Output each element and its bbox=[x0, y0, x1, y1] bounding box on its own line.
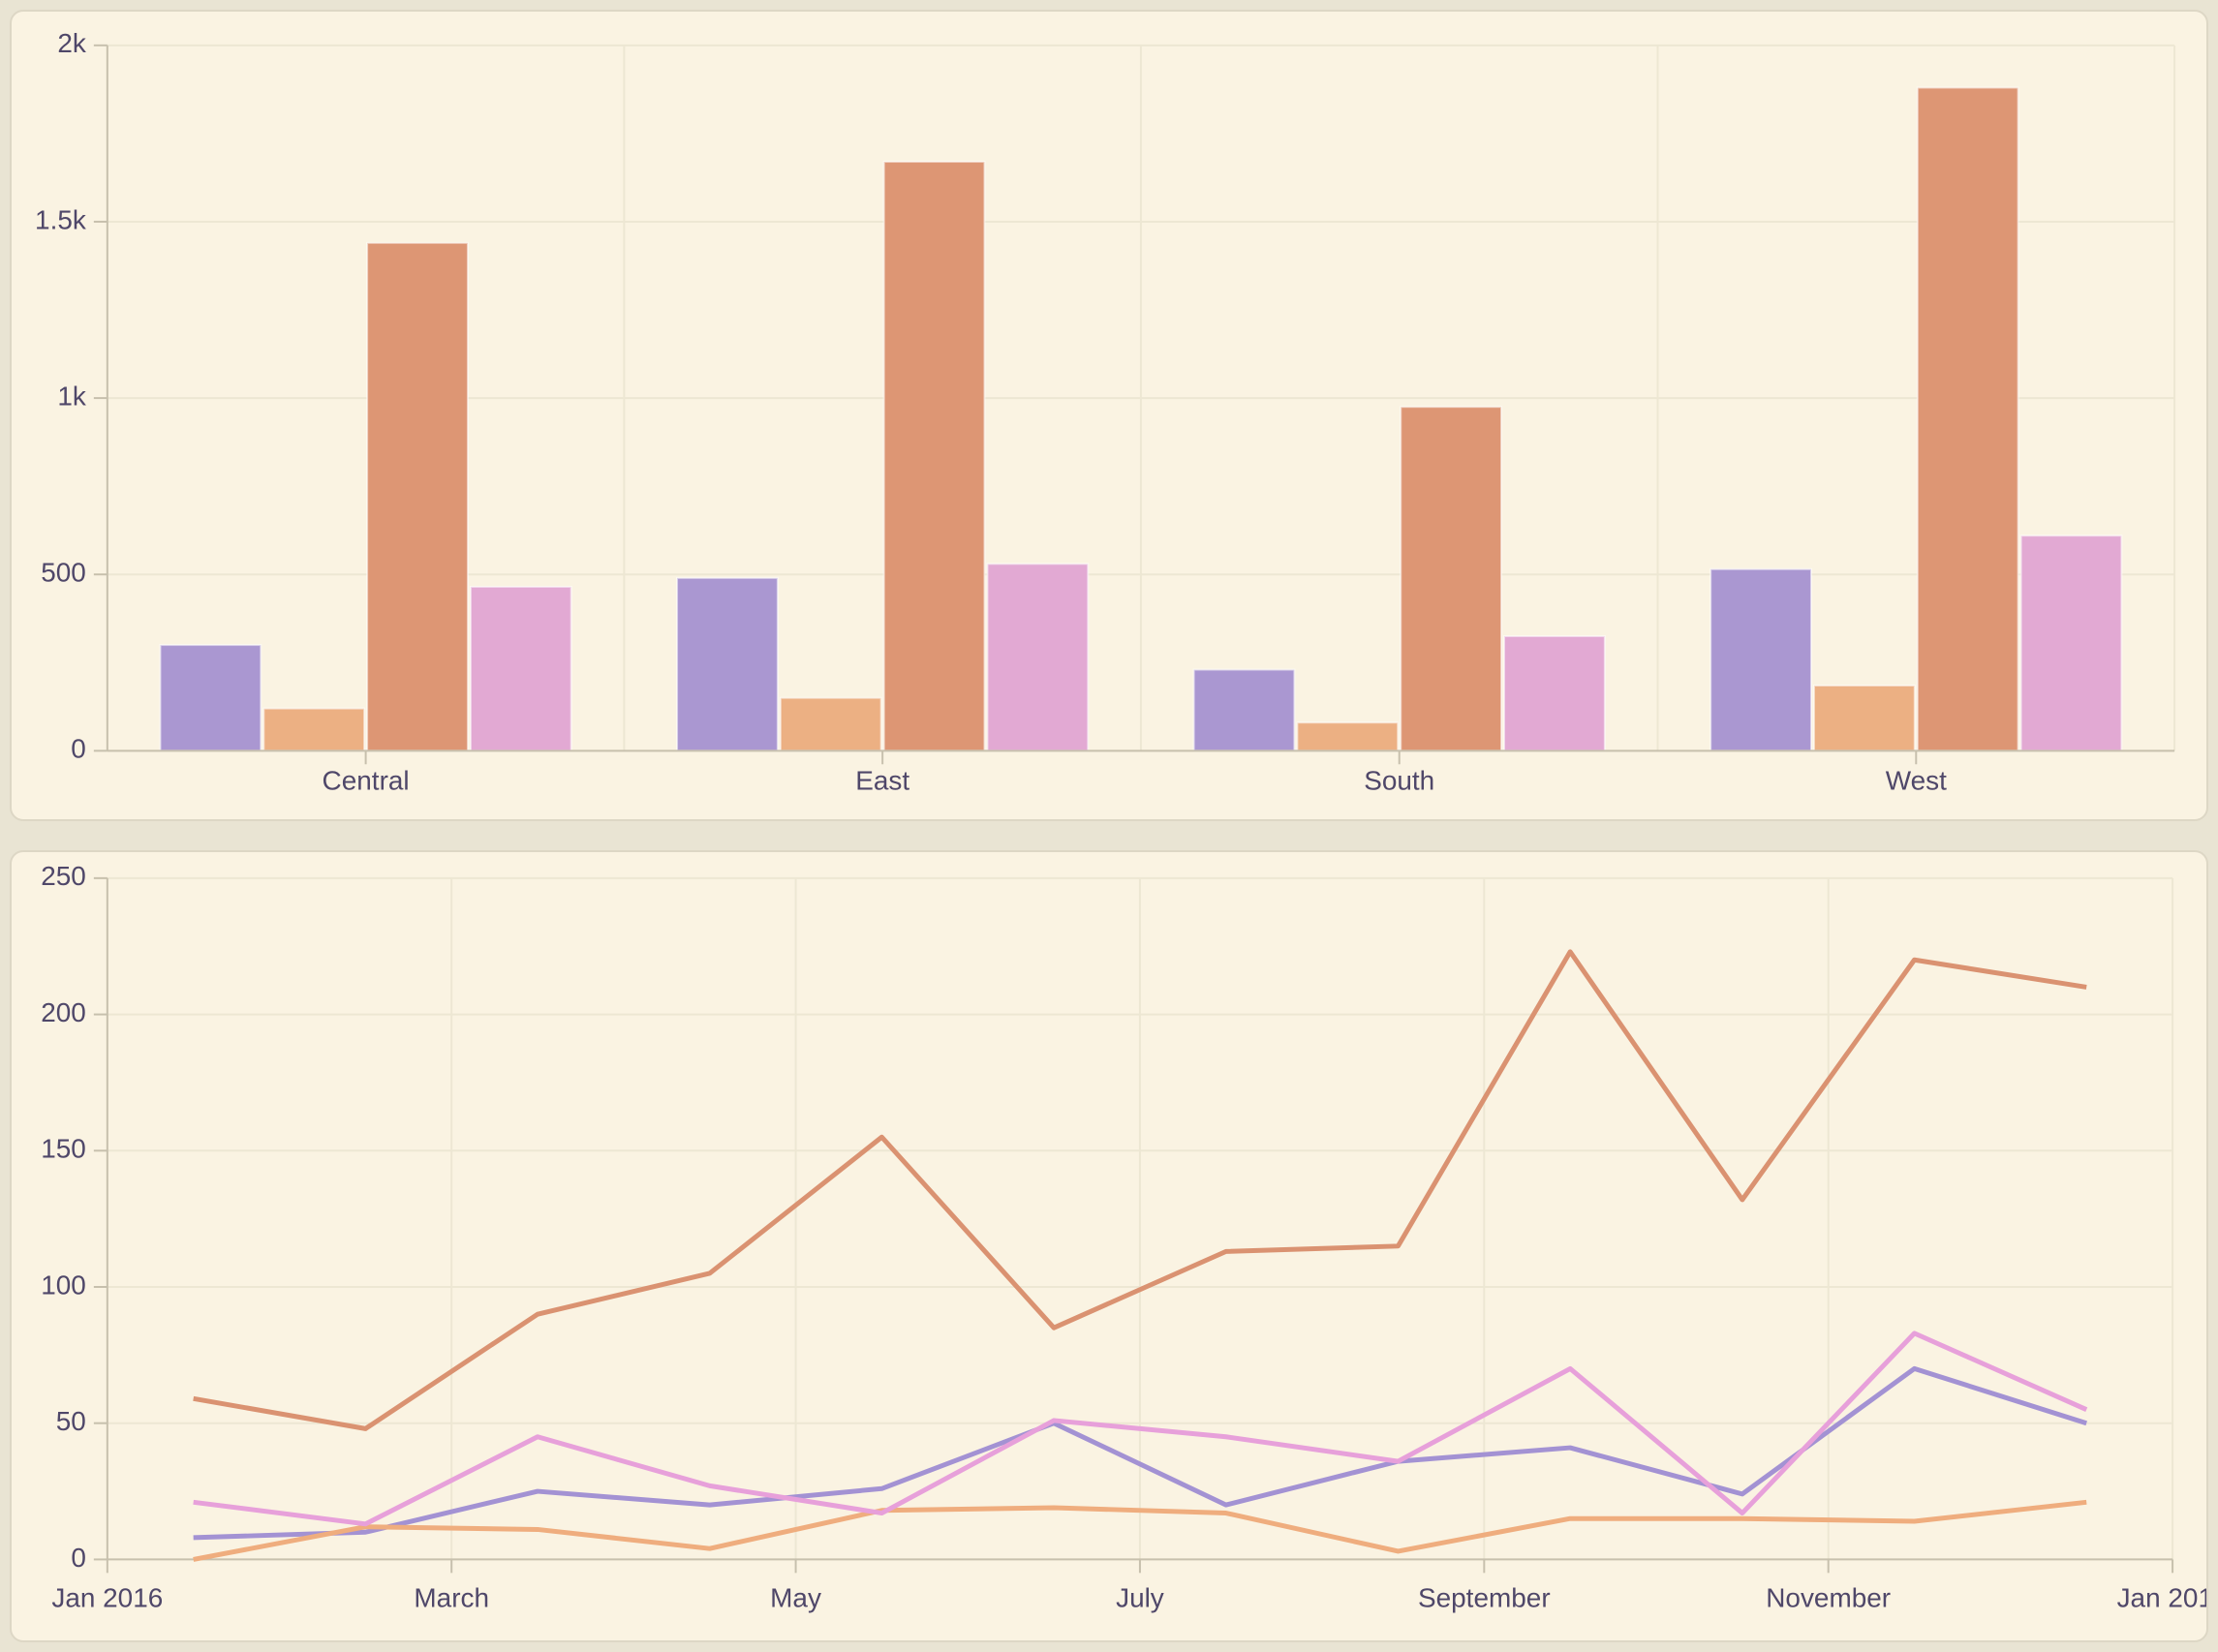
bar-central-purple bbox=[159, 644, 262, 752]
line-y-tick-label: 250 bbox=[41, 861, 86, 891]
line-x-tick-label: May bbox=[770, 1583, 821, 1613]
bar-category-label: West bbox=[1886, 766, 1947, 796]
monthly-line-chart: 0 50 100 150 200 250 Jan 2016 March May July Septe… bbox=[41, 861, 2206, 1613]
bar-chart-panel: 0 500 1k 1.5k 2k Central East South West bbox=[10, 10, 2208, 821]
bar-y-tick-label: 0 bbox=[71, 734, 86, 764]
bar-east-salmon bbox=[882, 161, 986, 752]
bar-category-label: Central bbox=[323, 766, 410, 796]
line-x-tick-label: November bbox=[1766, 1583, 1891, 1613]
bar-category-label: South bbox=[1364, 766, 1434, 796]
bar-west-salmon bbox=[1916, 86, 2019, 752]
bar-east-light-orange bbox=[779, 696, 882, 752]
bar-south-purple bbox=[1192, 668, 1296, 752]
line-x-tick-label: September bbox=[1418, 1583, 1551, 1613]
bar-east-pink bbox=[986, 563, 1090, 752]
bar-west-pink bbox=[2019, 535, 2123, 752]
line-series-salmon bbox=[193, 949, 2087, 1431]
bar-category-label: East bbox=[855, 766, 909, 796]
bar-east-purple bbox=[676, 576, 779, 752]
line-chart-panel: 0 50 100 150 200 250 Jan 2016 March May July Septe… bbox=[10, 850, 2208, 1642]
line-y-tick-label: 50 bbox=[56, 1406, 86, 1436]
line-x-tick-label: March bbox=[414, 1583, 489, 1613]
line-series-purple bbox=[193, 1365, 2087, 1541]
bar-central-salmon bbox=[366, 241, 469, 752]
line-y-tick-label: 0 bbox=[71, 1543, 86, 1573]
line-y-tick-label: 150 bbox=[41, 1134, 86, 1164]
bar-south-light-orange bbox=[1296, 721, 1400, 752]
bar-y-tick-label: 1.5k bbox=[35, 204, 86, 234]
line-series-light-orange bbox=[193, 1499, 2087, 1562]
line-series-pink bbox=[193, 1331, 2088, 1527]
bar-west-light-orange bbox=[1812, 684, 1916, 752]
line-y-tick-label: 100 bbox=[41, 1270, 86, 1300]
bar-y-tick-label: 2k bbox=[57, 28, 86, 58]
bar-central-light-orange bbox=[262, 707, 366, 752]
bar-west-purple bbox=[1710, 567, 1812, 752]
bar-y-tick-label: 500 bbox=[41, 558, 86, 588]
bar-y-tick-label: 1k bbox=[57, 381, 86, 411]
bar-south-salmon bbox=[1400, 406, 1503, 752]
line-y-tick-label: 200 bbox=[41, 997, 86, 1027]
grouped-bar-chart: 0 500 1k 1.5k 2k Central East South West bbox=[35, 28, 2176, 796]
line-x-tick-label: Jan 2017 bbox=[2117, 1583, 2206, 1613]
line-x-tick-label: July bbox=[1116, 1583, 1164, 1613]
bar-south-pink bbox=[1503, 634, 1606, 752]
bar-central-pink bbox=[469, 585, 572, 752]
line-x-tick-label: Jan 2016 bbox=[51, 1583, 163, 1613]
